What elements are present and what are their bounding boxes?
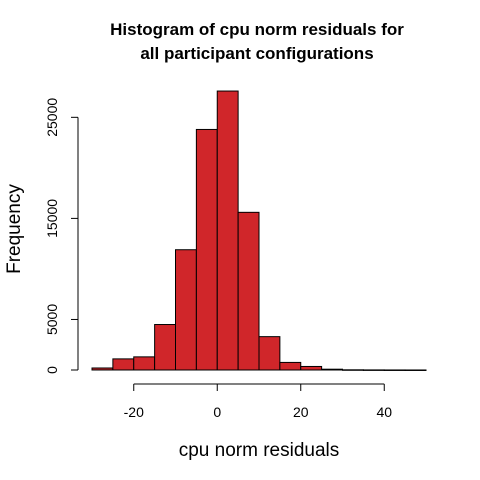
histogram-bar-1 [112, 358, 135, 371]
histogram-bar-4 [175, 249, 197, 371]
histogram-bar-9 [279, 361, 302, 371]
histogram-bar-14 [383, 369, 406, 371]
histogram-bar-5 [195, 128, 218, 371]
histogram-bar-15 [404, 369, 427, 371]
histogram-bar-12 [342, 369, 364, 371]
chart-title: Histogram of cpu norm residuals for all … [110, 20, 404, 63]
histogram-bar-13 [362, 369, 385, 371]
histogram-bar-7 [237, 211, 260, 371]
y-tick-label-3: 25000 [44, 98, 60, 137]
y-tick-label-2: 15000 [44, 199, 60, 238]
x-axis-label: cpu norm residuals [179, 440, 340, 461]
histogram-bar-2 [133, 356, 156, 371]
histogram-bar-11 [321, 368, 343, 371]
histogram-bar-6 [216, 90, 239, 371]
histogram-bar-3 [154, 324, 176, 371]
x-tick-label-2: 20 [293, 404, 309, 420]
histogram-bar-8 [258, 336, 281, 371]
y-axis: 0 5000 15000 25000 [44, 98, 79, 374]
chart-title-line-1: Histogram of cpu norm residuals for [110, 20, 404, 39]
y-tick-label-0: 0 [44, 366, 60, 374]
histogram-bars [91, 90, 427, 371]
histogram-bar-10 [300, 365, 323, 371]
y-axis-label: Frequency [4, 184, 25, 274]
x-axis: -20 0 20 40 [124, 383, 392, 420]
y-tick-label-1: 5000 [44, 304, 60, 335]
chart-title-line-2: all participant configurations [140, 44, 373, 63]
x-tick-label-3: 40 [376, 404, 392, 420]
histogram-bar-0 [91, 367, 114, 371]
x-tick-label-1: 0 [213, 404, 221, 420]
x-tick-label-0: -20 [124, 404, 144, 420]
